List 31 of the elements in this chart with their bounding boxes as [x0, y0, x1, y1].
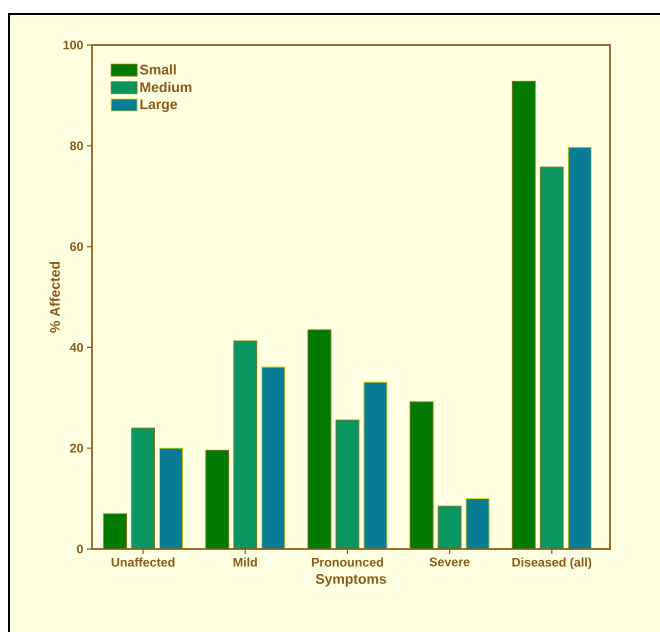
x-tick-label: Severe: [430, 558, 470, 566]
y-tick-label: 0: [77, 544, 83, 554]
y-axis-title: % Affected: [50, 262, 60, 333]
bar: [568, 146, 592, 549]
x-tick-label: Pronounced: [312, 558, 383, 567]
bar: [261, 366, 286, 549]
bar: [512, 80, 536, 549]
bar: [466, 498, 490, 549]
y-tick-label: 60: [70, 242, 83, 252]
bar: [131, 428, 155, 549]
x-tick-label: Diseased (all): [512, 558, 592, 570]
bar: [364, 382, 388, 549]
y-tick-label: 20: [70, 444, 83, 453]
bar: [410, 401, 434, 549]
bar: [103, 513, 127, 549]
y-tick-label: 40: [70, 342, 83, 352]
legend-label: Large: [140, 99, 178, 112]
legend-label: Small: [140, 64, 176, 75]
legend-label: Medium: [140, 82, 192, 92]
x-tick-label: Mild: [234, 558, 257, 567]
bar: [159, 448, 183, 549]
bar: [540, 166, 564, 549]
y-tick-label: 100: [63, 40, 83, 50]
x-axis-title: Symptoms: [316, 574, 386, 587]
bar: [336, 420, 360, 549]
bar: [233, 340, 258, 549]
bar: [205, 450, 230, 549]
x-tick-label: Unaffected: [112, 558, 174, 567]
bar: [438, 506, 462, 549]
y-tick-label: 80: [70, 141, 83, 150]
bar: [308, 329, 332, 549]
